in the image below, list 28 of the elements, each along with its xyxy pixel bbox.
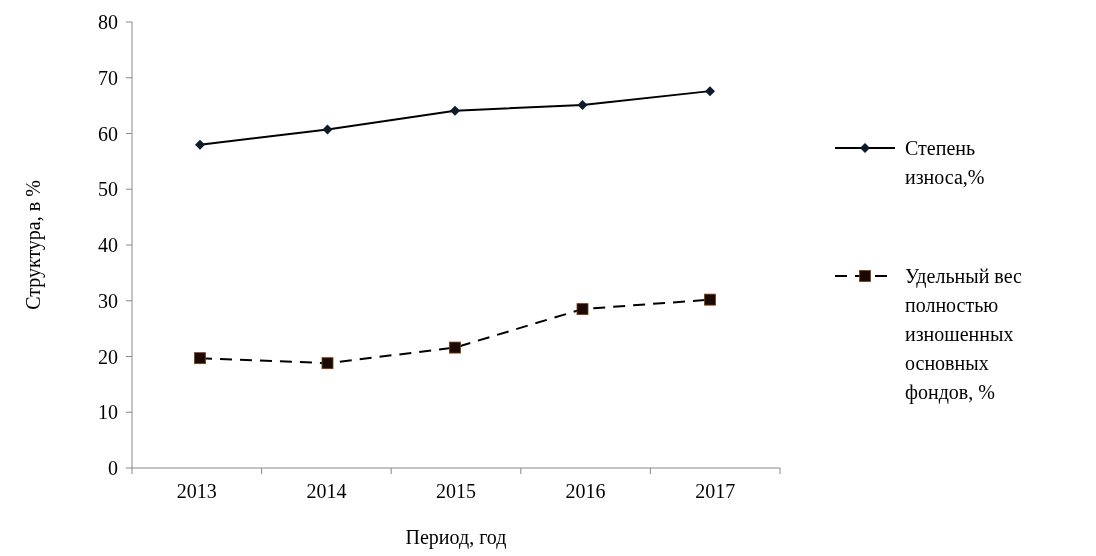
x-tick-label: 2015 — [436, 480, 476, 502]
y-tick-label: 10 — [98, 401, 118, 424]
x-tick-label: 2013 — [176, 480, 217, 502]
x-tick-label: 2016 — [565, 480, 606, 502]
point — [194, 352, 206, 365]
point — [450, 105, 460, 116]
point — [705, 86, 715, 97]
y-tick-label: 80 — [98, 11, 118, 33]
point — [576, 303, 589, 316]
point — [577, 100, 588, 111]
point — [704, 293, 716, 306]
x-tick-label: 2017 — [695, 480, 736, 502]
y-tick-label: 40 — [98, 234, 118, 256]
y-tick-label: 60 — [98, 122, 118, 145]
legend-label: Удельный вес полностью изношенных основных фондов, % — [905, 265, 1023, 404]
y-axis-title: Структура, в % — [22, 180, 45, 310]
y-tick-label: 20 — [98, 345, 118, 368]
legend-label: Степень износа,% — [905, 137, 985, 188]
x-axis-title: Период, год — [405, 526, 507, 549]
y-tick-label: 0 — [108, 457, 118, 479]
y-tick-label: 70 — [98, 66, 118, 89]
point — [449, 341, 461, 354]
y-tick-label: 30 — [98, 289, 118, 312]
x-tick-label: 2014 — [306, 480, 347, 502]
point — [321, 357, 334, 370]
point — [322, 124, 333, 135]
point — [195, 139, 205, 150]
y-tick-label: 50 — [98, 178, 118, 201]
